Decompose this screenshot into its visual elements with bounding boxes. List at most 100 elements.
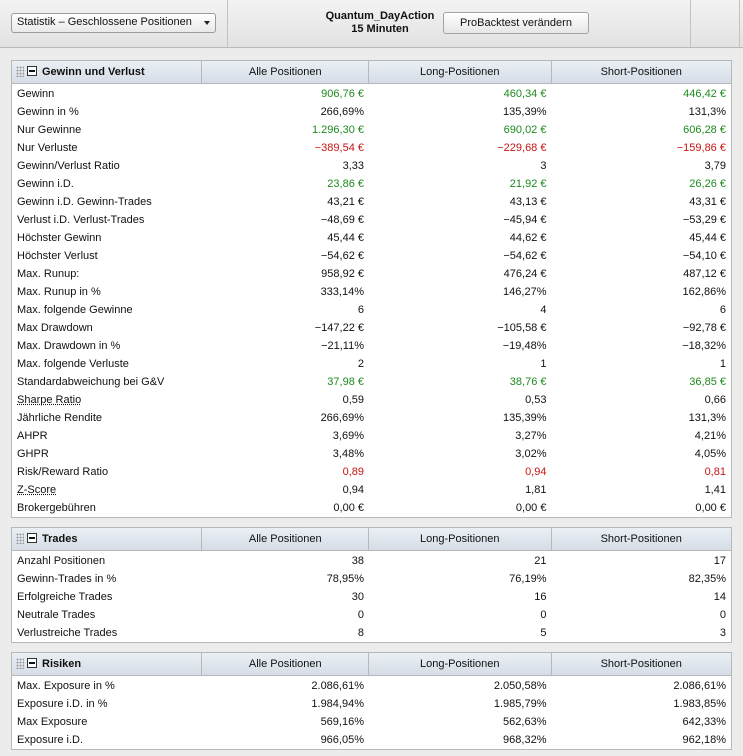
column-header-long-positionen: Long-Positionen <box>369 528 552 550</box>
drag-handle-icon[interactable] <box>16 533 24 544</box>
column-header-alle-positionen: Alle Positionen <box>202 61 370 83</box>
row-label-gewinn-trades-in: Gewinn-Trades in % <box>17 573 117 585</box>
drag-handle-icon[interactable] <box>16 658 24 669</box>
value-long-positionen: 690,02 € <box>503 124 547 136</box>
value-alle-positionen: 0,00 € <box>333 502 364 514</box>
value-alle-positionen: −54,62 € <box>320 250 364 262</box>
table-row: Höchster Verlust −54,62 € −54,62 € −54,10 € <box>12 247 731 265</box>
value-alle-positionen: 0,94 <box>342 484 364 496</box>
value-long-positionen: 3,02% <box>515 448 547 460</box>
value-alle-positionen: 6 <box>357 304 364 316</box>
value-alle-positionen: 1.296,30 € <box>312 124 364 136</box>
chevron-down-icon <box>204 21 210 25</box>
value-short-positionen: 26,26 € <box>689 178 726 190</box>
table-row: Max. Drawdown in % −21,11% −19,48% −18,32% <box>12 337 731 355</box>
table-row: Gewinn/Verlust Ratio 3,33 3 3,79 <box>12 157 731 175</box>
value-long-positionen: 3 <box>540 160 547 172</box>
value-long-positionen: 2.050,58% <box>493 680 547 692</box>
value-long-positionen: 0,53 <box>525 394 547 406</box>
table-row: Höchster Gewinn 45,44 € 44,62 € 45,44 € <box>12 229 731 247</box>
section-title-cell: Trades <box>12 528 203 550</box>
collapse-icon[interactable] <box>27 658 37 668</box>
value-long-positionen: 5 <box>540 627 547 639</box>
value-short-positionen: 1.983,85% <box>673 698 726 710</box>
value-long-positionen: 135,39% <box>503 412 547 424</box>
value-alle-positionen: 23,86 € <box>327 178 364 190</box>
column-header-short-positionen: Short-Positionen <box>600 658 682 670</box>
row-label-max-exposure: Max Exposure <box>17 716 88 728</box>
table-row: Max. folgende Verluste 2 1 1 <box>12 355 731 373</box>
section-trades: Trades Alle Positionen Long-Positionen Shor… <box>11 527 732 643</box>
collapse-icon[interactable] <box>27 66 37 76</box>
toolbar-left-section: Statistik – Geschlossene Positionen <box>0 0 228 47</box>
value-short-positionen: 131,3% <box>688 412 726 424</box>
value-alle-positionen: 43,21 € <box>327 196 364 208</box>
collapse-icon[interactable] <box>27 533 37 543</box>
value-long-positionen: 38,76 € <box>509 376 547 388</box>
table-row: Anzahl Positionen 38 21 17 <box>12 552 731 570</box>
value-short-positionen: 162,86% <box>682 286 726 298</box>
value-short-positionen: 2.086,61% <box>673 680 726 692</box>
value-short-positionen: 131,3% <box>688 106 726 118</box>
value-short-positionen: −54,10 € <box>682 250 726 262</box>
value-long-positionen: 460,34 € <box>503 88 547 100</box>
table-row: Max. Exposure in % 2.086,61% 2.050,58% 2.08… <box>12 677 731 695</box>
value-long-positionen: 44,62 € <box>509 232 547 244</box>
drag-handle-icon[interactable] <box>16 66 24 77</box>
table-row: Brokergebühren 0,00 € 0,00 € 0,00 € <box>12 499 731 517</box>
column-header-long-positionen: Long-Positionen <box>369 61 552 83</box>
row-label-max-drawdown: Max Drawdown <box>17 322 93 334</box>
value-long-positionen: 135,39% <box>503 106 547 118</box>
value-long-positionen: 76,19% <box>509 573 547 585</box>
value-short-positionen: 17 <box>713 555 726 567</box>
row-label-jaehrliche-rendite: Jährliche Rendite <box>17 412 102 424</box>
table-row: Z-Score 0,94 1,81 1,41 <box>12 481 731 499</box>
row-label-max-runup-in: Max. Runup in % <box>17 286 101 298</box>
probacktest-edit-button[interactable]: ProBacktest verändern <box>443 12 589 34</box>
value-short-positionen: 3,79 <box>704 160 726 172</box>
value-long-positionen: 16 <box>534 591 547 603</box>
column-header-short-positionen: Short-Positionen <box>600 66 682 78</box>
value-long-positionen: −54,62 € <box>503 250 547 262</box>
row-label-brokergebuehren: Brokergebühren <box>17 502 96 514</box>
value-long-positionen: 968,32% <box>503 734 547 746</box>
row-label-z-score[interactable]: Z-Score <box>17 484 57 496</box>
table-row: Nur Gewinne 1.296,30 € 690,02 € 606,28 € <box>12 121 731 139</box>
section-title-cell: Gewinn und Verlust <box>12 61 203 83</box>
value-alle-positionen: 966,05% <box>320 734 364 746</box>
table-row: Max. Runup: 958,92 € 476,24 € 487,12 € <box>12 265 731 283</box>
row-label-max-runup: Max. Runup: <box>17 268 80 280</box>
row-label-standardabweichung-bei-g-v: Standardabweichung bei G&V <box>17 376 165 388</box>
row-label-anzahl-positionen: Anzahl Positionen <box>17 555 106 567</box>
row-label-verlust-i-d-verlust-trades: Verlust i.D. Verlust-Trades <box>17 214 145 226</box>
value-short-positionen: 487,12 € <box>683 268 726 280</box>
value-short-positionen: −92,78 € <box>682 322 726 334</box>
section-rows: Anzahl Positionen 38 21 17 Gewinn-Trades in … <box>12 551 731 642</box>
value-long-positionen: 3,27% <box>515 430 547 442</box>
table-row: AHPR 3,69% 3,27% 4,21% <box>12 427 731 445</box>
value-alle-positionen: 3,33 <box>342 160 364 172</box>
row-label-gewinn: Gewinn <box>17 88 55 100</box>
value-long-positionen: 43,13 € <box>509 196 547 208</box>
value-alle-positionen: 37,98 € <box>327 376 364 388</box>
table-row: Verlustreiche Trades 8 5 3 <box>12 624 731 642</box>
column-header-alle-positionen: Alle Positionen <box>202 528 370 550</box>
value-short-positionen: 0 <box>719 609 726 621</box>
section-header: Risiken Alle Positionen Long-Positionen Sho… <box>12 653 731 676</box>
row-label-max-folgende-gewinne: Max. folgende Gewinne <box>17 304 133 316</box>
table-row: Standardabweichung bei G&V 37,98 € 38,76 €… <box>12 373 731 391</box>
value-long-positionen: 4 <box>540 304 547 316</box>
value-alle-positionen: 1.984,94% <box>311 698 364 710</box>
value-short-positionen: 1 <box>719 358 726 370</box>
value-short-positionen: 642,33% <box>682 716 726 728</box>
value-alle-positionen: 333,14% <box>320 286 364 298</box>
statistics-view-dropdown[interactable]: Statistik – Geschlossene Positionen <box>11 13 216 33</box>
table-row: Verlust i.D. Verlust-Trades −48,69 € −45,9… <box>12 211 731 229</box>
row-label-sharpe-ratio[interactable]: Sharpe Ratio <box>17 394 82 406</box>
value-long-positionen: 0 <box>540 609 547 621</box>
section-rows: Max. Exposure in % 2.086,61% 2.050,58% 2.08… <box>12 676 731 749</box>
table-row: Max Drawdown −147,22 € −105,58 € −92,78 € <box>12 319 731 337</box>
value-long-positionen: −229,68 € <box>497 142 547 154</box>
table-row: Sharpe Ratio 0,59 0,53 0,66 <box>12 391 731 409</box>
value-short-positionen: 45,44 € <box>689 232 726 244</box>
